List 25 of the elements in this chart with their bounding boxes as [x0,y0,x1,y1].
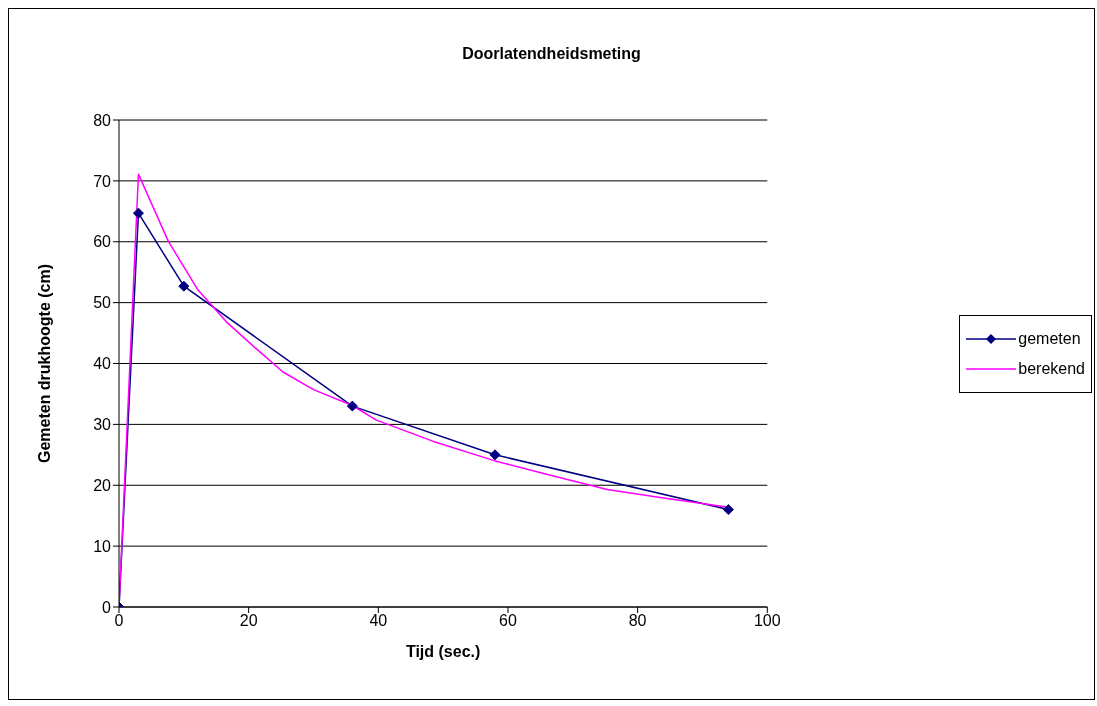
point [489,449,501,461]
y-tick-label: 10 [93,537,112,555]
x-tick-label: 20 [239,612,258,630]
x-tick-label: 80 [628,612,647,630]
y-tick-label: 80 [93,111,112,129]
y-tick-label: 30 [93,416,112,434]
x-tick-label: 100 [753,612,781,630]
point [132,207,144,219]
y-tick-label: 70 [93,172,112,190]
point [346,400,358,412]
x-tick-label: 40 [369,612,388,630]
y-tick-label: 60 [93,233,112,251]
legend-label: berekend [1018,360,1085,378]
legend-label: gemeten [1018,330,1081,348]
point [178,280,190,292]
y-tick-label: 40 [93,355,112,373]
chart-title: Doorlatendheidsmeting [461,45,642,63]
point [722,504,734,516]
x-tick-label: 60 [499,612,517,630]
y-axis-title: Gemeten drukhoogte (cm) [35,263,53,464]
x-axis-title: Tijd (sec.) [405,643,481,660]
y-tick-label: 50 [93,294,112,312]
x-tick-label: 0 [114,612,124,630]
y-tick-label: 20 [93,476,112,494]
y-tick-label: 0 [102,598,112,616]
